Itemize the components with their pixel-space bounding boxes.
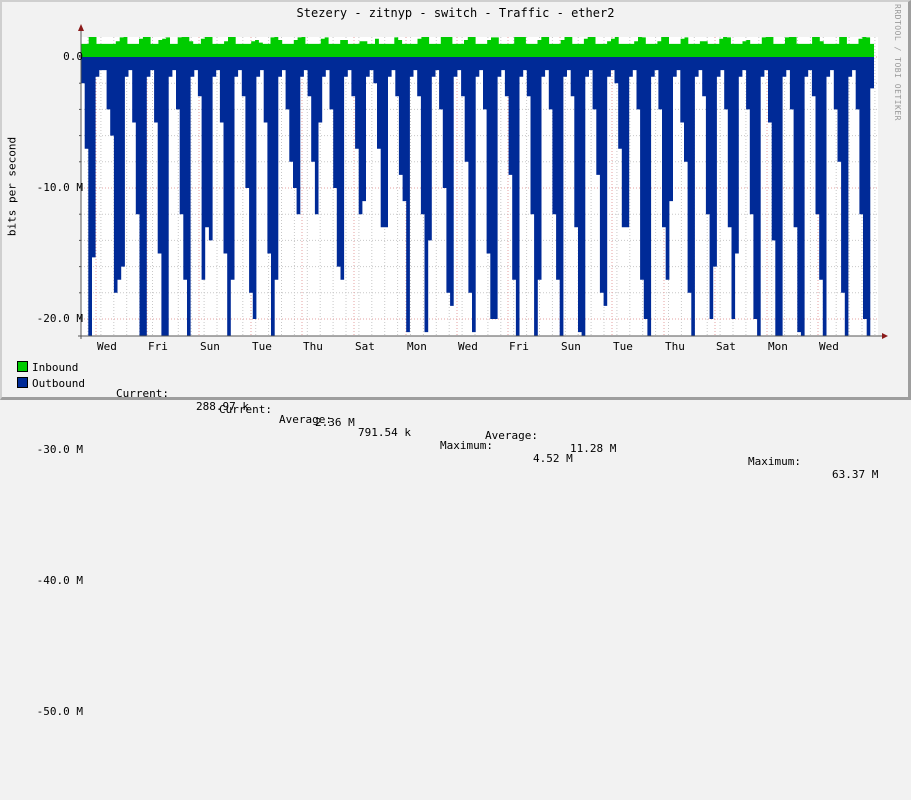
- inbound-maximum-value: 4.52 M: [533, 452, 573, 465]
- plot-background: [81, 37, 878, 336]
- rrdtool-watermark: RRDTOOL / TOBI OETIKER: [893, 4, 902, 121]
- y-tick-label: -50.0 M: [36, 705, 83, 718]
- y-tick-label: -20.0 M: [36, 312, 83, 325]
- plot-area: [78, 24, 888, 339]
- x-tick-label: Mon: [768, 340, 788, 353]
- x-tick-label: Wed: [458, 340, 478, 353]
- x-tick-label: Thu: [303, 340, 323, 353]
- inbound-area: [81, 37, 874, 57]
- outbound-average-label: Average:: [485, 429, 538, 442]
- y-axis-arrow-icon: [78, 24, 84, 31]
- x-tick-label: Tue: [613, 340, 633, 353]
- x-tick-label: Fri: [509, 340, 529, 353]
- x-tick-label: Sat: [716, 340, 736, 353]
- legend-inbound: Inbound Current: 288.97 k Average: 791.5…: [17, 361, 897, 465]
- x-tick-label: Tue: [252, 340, 272, 353]
- chart-title: Stezery - zitnyp - switch - Traffic - et…: [296, 6, 615, 20]
- x-tick-label: Fri: [148, 340, 168, 353]
- y-tick-label: -30.0 M: [36, 443, 83, 456]
- inbound-label: Inbound: [32, 361, 79, 374]
- x-tick-label: Thu: [665, 340, 685, 353]
- outbound-label: Outbound: [32, 377, 85, 390]
- x-tick-label: Sat: [355, 340, 375, 353]
- inbound-current-label: Current:: [116, 387, 169, 400]
- outbound-area: [81, 57, 874, 336]
- x-tick-label: Sun: [561, 340, 581, 353]
- y-tick-label: 0.0: [63, 50, 83, 63]
- legend-outbound: Outbound Current: 2.36 M Average: 11.28 …: [17, 377, 897, 481]
- y-tick-label: -40.0 M: [36, 574, 83, 587]
- x-tick-label: Mon: [407, 340, 427, 353]
- outbound-swatch-icon: [17, 377, 28, 388]
- inbound-average-value: 791.54 k: [358, 426, 411, 439]
- y-tick-label: -10.0 M: [36, 181, 83, 194]
- outbound-current-value: 2.36 M: [315, 416, 355, 429]
- outbound-average-value: 11.28 M: [570, 442, 617, 455]
- inbound-swatch-icon: [17, 361, 28, 372]
- outbound-maximum-label: Maximum:: [748, 455, 801, 468]
- outbound-current-label: Current:: [219, 403, 272, 416]
- x-tick-label: Wed: [97, 340, 117, 353]
- x-tick-label: Sun: [200, 340, 220, 353]
- outbound-maximum-value: 63.37 M: [832, 468, 879, 481]
- x-tick-label: Wed: [819, 340, 839, 353]
- x-axis-arrow-icon: [882, 333, 888, 339]
